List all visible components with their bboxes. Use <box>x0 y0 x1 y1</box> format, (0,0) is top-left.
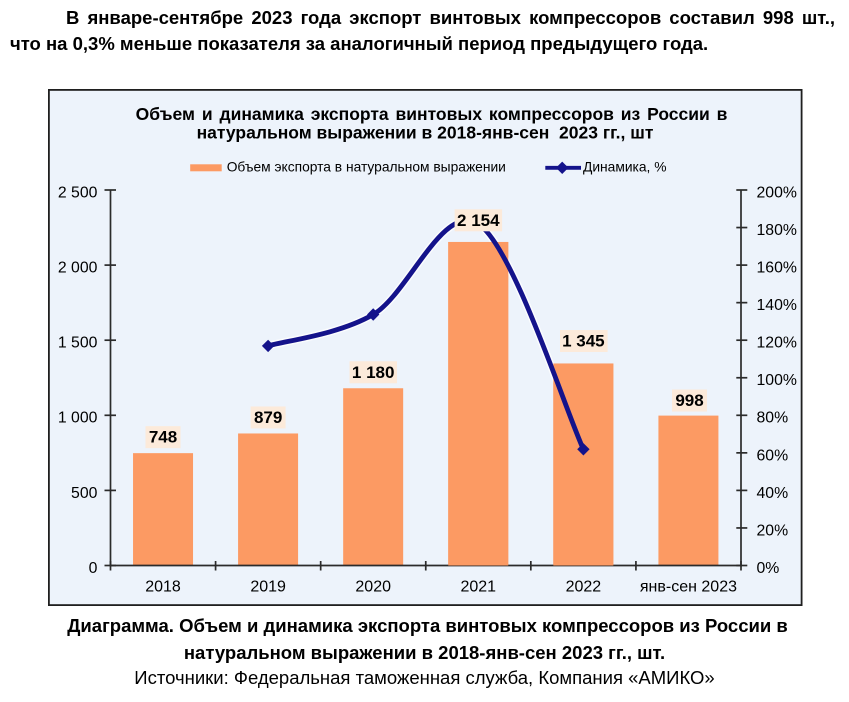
svg-text:2019: 2019 <box>250 578 286 595</box>
svg-text:1 180: 1 180 <box>352 363 395 382</box>
svg-text:180%: 180% <box>757 222 797 239</box>
svg-text:2 000: 2 000 <box>58 260 98 277</box>
svg-text:1 500: 1 500 <box>58 335 98 352</box>
svg-text:100%: 100% <box>757 372 797 389</box>
svg-text:2022: 2022 <box>566 578 602 595</box>
svg-text:натуральном выражении в 2018-я: натуральном выражении в 2018-янв-сен 202… <box>197 123 654 143</box>
svg-text:998: 998 <box>675 391 703 410</box>
svg-text:120%: 120% <box>757 335 797 352</box>
svg-text:2 154: 2 154 <box>457 211 500 230</box>
svg-text:Объем экспорта в натуральном в: Объем экспорта в натуральном выражении <box>227 160 506 175</box>
svg-text:140%: 140% <box>757 297 797 314</box>
svg-text:200%: 200% <box>757 184 797 201</box>
svg-text:60%: 60% <box>757 447 789 464</box>
svg-text:2020: 2020 <box>355 578 391 595</box>
svg-text:2018: 2018 <box>145 578 181 595</box>
svg-text:748: 748 <box>149 428 177 447</box>
svg-text:0%: 0% <box>757 560 780 577</box>
svg-text:Динамика, %: Динамика, % <box>583 160 666 175</box>
svg-text:80%: 80% <box>757 410 789 427</box>
svg-text:500: 500 <box>71 485 98 502</box>
svg-text:1 000: 1 000 <box>58 410 98 427</box>
svg-text:20%: 20% <box>757 522 789 539</box>
svg-text:2 500: 2 500 <box>58 184 98 201</box>
svg-text:40%: 40% <box>757 485 789 502</box>
svg-text:янв-сен 2023: янв-сен 2023 <box>640 578 737 595</box>
svg-text:879: 879 <box>254 408 282 427</box>
svg-text:160%: 160% <box>757 260 797 277</box>
svg-text:Объем и динамика экспорта винт: Объем и динамика экспорта винтовых компр… <box>136 104 728 124</box>
svg-text:2021: 2021 <box>460 578 496 595</box>
svg-text:1 345: 1 345 <box>562 332 605 351</box>
svg-text:0: 0 <box>89 560 98 577</box>
